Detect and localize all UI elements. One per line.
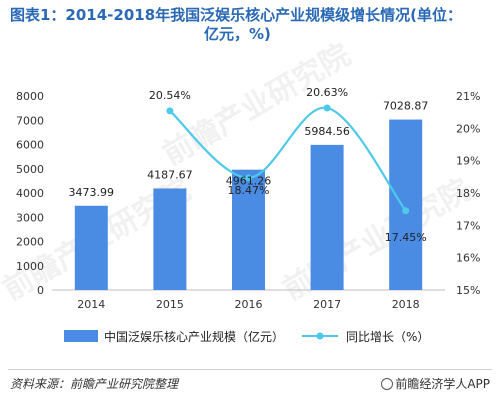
bar-value-label: 5984.56: [304, 125, 350, 138]
chart: 0 1000 2000 3000 4000 5000 6000 7000 8000 15% 16% 1…: [16, 86, 480, 344]
growth-value-label: 18.47%: [228, 184, 270, 197]
chart-title-line1: 图表1：2014-2018年我国泛娱乐核心产业规模级增长情况(单位：: [10, 6, 463, 24]
growth-point: [323, 104, 331, 112]
y-left-tick-label: 4000: [16, 187, 44, 200]
y-right-tick-label: 19%: [456, 155, 480, 168]
y-right-tick-label: 20%: [456, 122, 480, 135]
y-right-tick-label: 16%: [456, 252, 480, 265]
footer-divider: [8, 369, 492, 370]
x-tick-label: 2016: [235, 298, 263, 311]
x-tick-label: 2014: [77, 298, 105, 311]
y-right-tick-label: 18%: [456, 187, 480, 200]
y-left-tick-label: 3000: [16, 211, 44, 224]
y-right-tick-label: 15%: [456, 284, 480, 297]
y-left-tick-label: 1000: [16, 260, 44, 273]
source-note: 资料来源：前瞻产业研究院整理: [10, 377, 179, 391]
bar: [74, 205, 108, 290]
bar-value-label: 3473.99: [69, 186, 115, 199]
y-left-tick-label: 2000: [16, 236, 44, 249]
y-left-tick-label: 6000: [16, 139, 44, 152]
bar: [153, 188, 187, 290]
y-left-tick-label: 0: [37, 284, 44, 297]
growth-value-label: 20.63%: [306, 86, 348, 99]
bar: [232, 169, 265, 290]
bar-value-label: 7028.87: [383, 100, 429, 113]
legend-bar-label: 中国泛娱乐核心产业规模（亿元）: [104, 329, 284, 344]
bar-value-label: 4187.67: [147, 168, 193, 181]
x-tick-label: 2015: [156, 298, 184, 311]
bar: [310, 144, 344, 290]
brand-logo-icon: [381, 378, 394, 390]
y-left-tick-label: 7000: [16, 114, 44, 127]
legend-line-label: 同比增长（%）: [346, 330, 429, 344]
chart-title: 图表1：2014-2018年我国泛娱乐核心产业规模级增长情况(单位： 亿元，%): [10, 6, 492, 44]
x-tick-label: 2017: [313, 298, 341, 311]
bar-value-label: 4961.26: [226, 175, 272, 188]
growth-point: [166, 107, 174, 115]
legend-bar-swatch: [64, 330, 98, 342]
y-left-tick-label: 8000: [16, 90, 44, 103]
y-right-tick-label: 21%: [456, 90, 480, 103]
brand-name: 前瞻经济学人APP: [395, 377, 490, 391]
bar: [389, 119, 423, 291]
y-left-tick-label: 5000: [16, 163, 44, 176]
growth-point: [245, 174, 252, 182]
legend-line-marker: [316, 332, 324, 340]
y-right-tick-label: 17%: [456, 219, 480, 232]
brand: 前瞻经济学人APP: [381, 375, 490, 392]
growth-value-label: 20.54%: [149, 89, 191, 102]
x-tick-label: 2018: [392, 298, 420, 311]
growth-point: [402, 207, 410, 215]
chart-title-line2: 亿元，%): [204, 25, 271, 43]
growth-line: [169, 106, 407, 212]
growth-value-label: 17.45%: [385, 231, 427, 244]
